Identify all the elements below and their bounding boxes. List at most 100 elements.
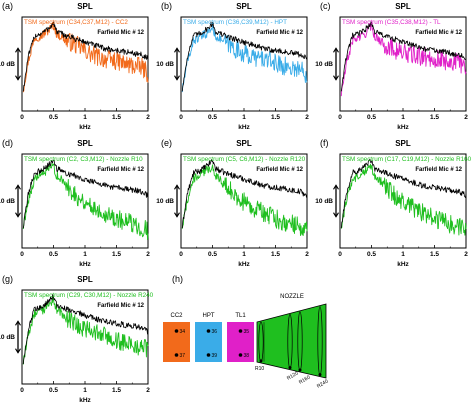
chart-panel: (d) SPL 0 0.5 1 1.5 2 kHz 10 dB TSM spectrum (C2,… <box>0 138 150 268</box>
panel-letter: (f) <box>320 138 329 148</box>
radial-label: R160 <box>298 374 312 385</box>
panel-letter: (h) <box>172 274 183 284</box>
radial-label: R240 <box>316 378 330 389</box>
x-tick-label: 1 <box>83 114 87 121</box>
farfield-annotation: Farfield Mic # 12 <box>97 30 144 36</box>
x-tick-label: 1 <box>401 114 405 121</box>
x-tick-label: 0 <box>179 251 183 258</box>
series-line-reference <box>340 159 467 229</box>
x-tick-label: 0 <box>338 114 342 121</box>
scale-bar-arrow-up <box>174 47 180 53</box>
legend-entry: TSM spectrum (C36,C39,M12) - HPT <box>183 19 287 26</box>
panel-letter: (d) <box>2 138 13 148</box>
x-tick-label: 1.5 <box>112 387 121 394</box>
x-axis-label: kHz <box>397 124 409 131</box>
plot-title: SPL <box>77 2 93 11</box>
component-label: CC2 <box>170 313 183 319</box>
panel-letter: (a) <box>2 1 13 11</box>
sensor-dot <box>206 329 211 333</box>
x-tick-label: 1.5 <box>271 251 280 258</box>
legend-entry: TSM spectrum (C29, C30,M12) - Nozzle R24… <box>24 292 154 299</box>
x-tick-label: 0.5 <box>208 251 217 258</box>
scale-bar-arrow-down <box>333 212 339 218</box>
panel-letter: (c) <box>320 1 331 11</box>
panel-letter: (b) <box>161 1 172 11</box>
plot-title: SPL <box>77 139 93 148</box>
x-tick-label: 0 <box>338 251 342 258</box>
x-tick-label: 0 <box>20 387 24 394</box>
x-tick-label: 0.5 <box>367 114 376 121</box>
plot-title: SPL <box>77 275 93 284</box>
series-line-reference <box>22 159 149 229</box>
sensor-number: 39 <box>212 353 218 359</box>
x-tick-label: 2 <box>146 387 150 394</box>
x-tick-label: 0.5 <box>367 251 376 258</box>
chart-panel: (a) SPL 0 0.5 1 1.5 2 kHz 10 dB TSM spectrum (C34… <box>0 1 150 131</box>
component-label: HPT <box>203 313 215 319</box>
x-tick-label: 2 <box>305 114 309 121</box>
x-axis-label: kHz <box>238 124 250 131</box>
scale-bar-arrow-down <box>174 75 180 81</box>
plot-title: SPL <box>236 2 252 11</box>
sensor-number: 37 <box>180 353 186 359</box>
plot-title: SPL <box>236 139 252 148</box>
legend-entry: TSM spectrum (C2, C3,M12) - Nozzle R10 <box>24 156 143 163</box>
engine-diagram: (h) CC2 34 37 HPT 36 39 TL1 35 38 NOZZLE R10 R120R16… <box>163 274 330 390</box>
sensor-number: 38 <box>244 353 250 359</box>
x-tick-label: 0.5 <box>49 387 58 394</box>
x-tick-label: 2 <box>146 114 150 121</box>
x-axis-label: kHz <box>397 261 409 268</box>
x-tick-label: 1.5 <box>271 114 280 121</box>
x-axis-label: kHz <box>79 261 91 268</box>
x-tick-label: 0 <box>20 251 24 258</box>
scale-bar-label: 10 dB <box>156 61 174 68</box>
radial-label: R10 <box>255 366 264 372</box>
series-line-tsm <box>181 164 308 237</box>
x-tick-label: 1 <box>242 251 246 258</box>
series-line-reference <box>181 21 308 92</box>
radial-sensor-dot <box>259 359 263 363</box>
x-tick-label: 0.5 <box>49 114 58 121</box>
radial-sensor-dot <box>298 368 302 372</box>
x-tick-label: 0.5 <box>49 251 58 258</box>
x-axis-label: kHz <box>238 261 250 268</box>
nozzle-label: NOZZLE <box>280 294 304 300</box>
scale-bar-label: 10 dB <box>315 198 333 205</box>
x-tick-label: 0 <box>179 114 183 121</box>
scale-bar-arrow-up <box>174 184 180 190</box>
farfield-annotation: Farfield Mic # 12 <box>256 167 303 173</box>
x-tick-label: 2 <box>305 251 309 258</box>
farfield-annotation: Farfield Mic # 12 <box>97 167 144 173</box>
legend-entry: TSM spectrum (C17, C19,M12) - Nozzle R16… <box>342 156 472 163</box>
radial-sensor-dot <box>288 366 292 370</box>
scale-bar-arrow-down <box>333 75 339 81</box>
panel-letter: (e) <box>161 138 172 148</box>
chart-panel: (g) SPL 0 0.5 1 1.5 2 kHz 10 dB TSM spectrum (C29… <box>0 274 154 404</box>
sensor-number: 35 <box>244 329 250 335</box>
component-label: TL1 <box>235 313 246 319</box>
x-tick-label: 1.5 <box>430 251 439 258</box>
scale-bar-arrow-down <box>15 212 21 218</box>
legend-entry: TSM spectrum (C5, C6,M12) - Nozzle R120 <box>183 156 306 163</box>
radial-sensor-dot <box>318 373 322 377</box>
scale-bar-arrow-up <box>15 320 21 326</box>
x-tick-label: 1 <box>83 251 87 258</box>
x-tick-label: 0 <box>20 114 24 121</box>
x-axis-label: kHz <box>79 397 91 404</box>
chart-panel: (f) SPL 0 0.5 1 1.5 2 kHz 10 dB TSM spectrum (C17… <box>315 138 472 268</box>
plot-title: SPL <box>395 139 411 148</box>
farfield-annotation: Farfield Mic # 12 <box>415 30 462 36</box>
sensor-number: 36 <box>212 329 218 335</box>
series-line-reference <box>181 159 308 229</box>
x-tick-label: 2 <box>146 251 150 258</box>
scale-bar-arrow-up <box>15 47 21 53</box>
x-tick-label: 1.5 <box>430 114 439 121</box>
x-tick-label: 0.5 <box>208 114 217 121</box>
scale-bar-label: 10 dB <box>0 334 15 341</box>
farfield-annotation: Farfield Mic # 12 <box>97 303 144 309</box>
scale-bar-arrow-up <box>333 47 339 53</box>
sensor-dot <box>238 329 243 333</box>
x-tick-label: 1.5 <box>112 251 121 258</box>
farfield-annotation: Farfield Mic # 12 <box>415 167 462 173</box>
